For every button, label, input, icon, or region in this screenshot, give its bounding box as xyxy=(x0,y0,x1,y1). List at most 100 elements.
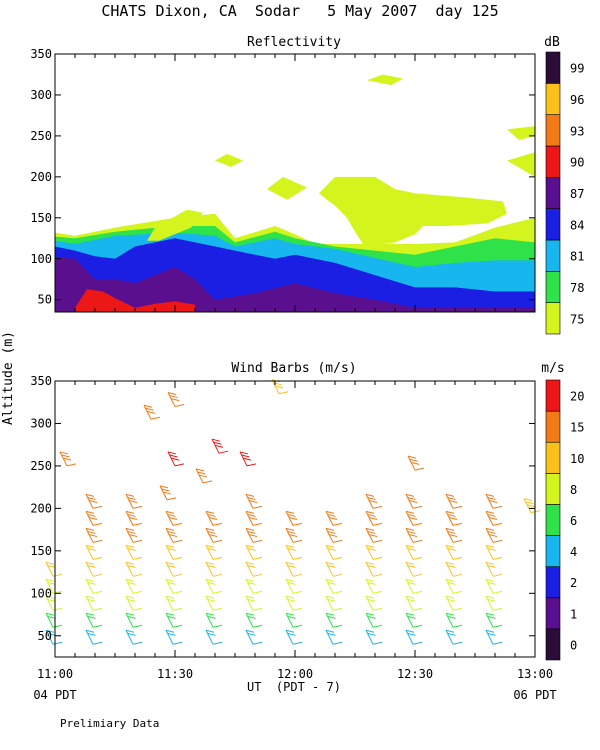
wind-barb xyxy=(45,612,63,628)
colorbar-swatch xyxy=(545,177,561,209)
wind-barb xyxy=(125,612,143,628)
wind-barb xyxy=(485,629,503,645)
wind-barb xyxy=(271,379,289,395)
colorbar-swatch xyxy=(545,239,561,272)
y-tick-label: 100 xyxy=(30,586,52,600)
wind-barb xyxy=(165,561,183,577)
colorbar-swatch xyxy=(545,410,561,443)
wind-barb xyxy=(285,629,303,645)
x-tick-label: 11:30 xyxy=(157,667,193,681)
wind-barb xyxy=(245,578,263,594)
colorbar-swatch xyxy=(545,504,561,536)
y-tick-label: 300 xyxy=(30,416,52,430)
wind-barb xyxy=(445,595,463,611)
colorbar-swatch xyxy=(545,379,561,412)
wind-barb xyxy=(125,578,143,594)
reflectivity-patch xyxy=(507,152,535,177)
wind-barb xyxy=(85,544,103,560)
wind-barb xyxy=(325,629,343,645)
colorbar-label: 78 xyxy=(570,281,584,295)
wind-barb xyxy=(325,595,343,611)
wind-barb xyxy=(445,493,463,509)
wind-barb xyxy=(445,544,463,560)
wind-barb xyxy=(325,544,343,560)
wind-barb xyxy=(125,629,143,645)
wind-colorbar: 0 1 2 4 6 8 10 15 20 xyxy=(545,379,584,661)
wind-barb xyxy=(205,612,223,628)
wind-barb xyxy=(285,527,303,543)
wind-barb xyxy=(165,612,183,628)
wind-barb xyxy=(165,595,183,611)
colorbar-swatch xyxy=(545,441,561,474)
colorbar-label: 2 xyxy=(570,576,577,590)
wind-barb xyxy=(405,595,423,611)
wind-barb xyxy=(165,544,183,560)
wind-barb xyxy=(485,493,503,509)
reflectivity-band-90 xyxy=(75,289,195,312)
wind-barb xyxy=(405,612,423,628)
wind-barb xyxy=(205,629,223,645)
wind-barb xyxy=(325,527,343,543)
wind-barb xyxy=(143,404,161,420)
wind-barb xyxy=(485,527,503,543)
colorbar-swatch xyxy=(545,145,561,178)
colorbar-label: 87 xyxy=(570,187,584,201)
wind-barb xyxy=(205,544,223,560)
y-tick-label: 150 xyxy=(30,211,52,225)
wind-barb xyxy=(165,578,183,594)
reflectivity-plot-area xyxy=(55,74,535,312)
wind-barb xyxy=(485,544,503,560)
wind-barb xyxy=(405,544,423,560)
wind-axes: 50 100 150 200 250 300 350 11:00 11:30 12:00 12:30… xyxy=(30,374,553,681)
y-tick-label: 350 xyxy=(30,374,52,388)
wind-barb xyxy=(85,561,103,577)
wind-barb xyxy=(285,578,303,594)
wind-barb xyxy=(445,612,463,628)
wind-barb-plot-area xyxy=(45,379,541,645)
wind-barb xyxy=(445,561,463,577)
wind-barb xyxy=(485,578,503,594)
wind-barb xyxy=(405,510,423,526)
x-tick-label: 12:00 xyxy=(277,667,313,681)
y-tick-label: 200 xyxy=(30,501,52,515)
wind-barb xyxy=(485,510,503,526)
y-tick-label: 250 xyxy=(30,459,52,473)
wind-barb xyxy=(365,595,383,611)
wind-barb xyxy=(85,595,103,611)
wind-barb xyxy=(125,493,143,509)
y-tick-label: 50 xyxy=(38,293,52,307)
y-axis-label: Altitude (m) xyxy=(1,331,16,425)
wind-barb xyxy=(407,455,425,471)
wind-barb xyxy=(205,510,223,526)
colorbar-swatch xyxy=(545,597,561,630)
wind-barb xyxy=(445,629,463,645)
wind-barb xyxy=(245,527,263,543)
wind-barb xyxy=(445,578,463,594)
wind-barb xyxy=(405,527,423,543)
wind-barb xyxy=(125,544,143,560)
colorbar-label: 8 xyxy=(570,483,577,497)
colorbar-swatch xyxy=(545,302,561,335)
y-tick-label: 350 xyxy=(30,47,52,61)
wind-barb xyxy=(85,612,103,628)
wind-barb xyxy=(325,561,343,577)
wind-barb xyxy=(45,578,63,594)
wind-barb xyxy=(85,527,103,543)
wind-panel-title: Wind Barbs (m/s) xyxy=(231,361,356,376)
reflectivity-panel-title: Reflectivity xyxy=(247,35,341,50)
reflectivity-patch xyxy=(367,74,403,86)
colorbar-label: 96 xyxy=(570,93,584,107)
colorbar-swatch xyxy=(545,535,561,567)
wind-barb xyxy=(325,578,343,594)
wind-barb xyxy=(159,485,177,501)
wind-barb xyxy=(125,527,143,543)
wind-barb xyxy=(285,612,303,628)
wind-barb xyxy=(485,595,503,611)
wind-barb xyxy=(165,527,183,543)
reflectivity-patch xyxy=(319,176,507,244)
wind-barb xyxy=(45,629,63,645)
colorbar-swatch xyxy=(545,208,561,241)
y-tick-label: 50 xyxy=(38,629,52,643)
wind-barb xyxy=(125,510,143,526)
x-tick-label: 12:30 xyxy=(397,667,433,681)
